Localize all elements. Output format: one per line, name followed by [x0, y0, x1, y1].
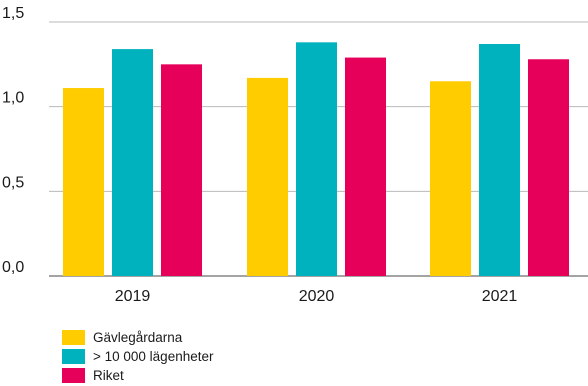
- y-tick-labels: 0,0 0,5 1,0 1,5: [2, 5, 24, 276]
- bar: [112, 49, 153, 276]
- y-tick-label: 1,0: [2, 90, 24, 107]
- legend-label: > 10 000 lägenheter: [93, 349, 214, 364]
- bar: [430, 81, 471, 277]
- bar: [161, 64, 202, 276]
- x-category-label: 2019: [115, 288, 151, 305]
- x-category-label: 2021: [482, 288, 518, 305]
- bar-series: [63, 42, 569, 277]
- legend-swatch: [62, 330, 85, 345]
- bar: [345, 57, 386, 277]
- bar: [63, 88, 104, 276]
- y-tick-label: 0,0: [2, 259, 24, 276]
- legend-swatch: [62, 368, 85, 383]
- x-category-labels: 2019 2020 2021: [115, 288, 518, 305]
- legend-label: Riket: [93, 368, 124, 383]
- y-tick-label: 1,5: [2, 5, 24, 22]
- legend-swatch: [62, 349, 85, 364]
- x-category-label: 2020: [299, 288, 335, 305]
- bar: [296, 42, 337, 276]
- legend-item: > 10 000 lägenheter: [62, 347, 213, 366]
- bar: [528, 59, 569, 277]
- bar: [479, 44, 520, 276]
- legend-label: Gävlegårdarna: [93, 330, 183, 345]
- legend-item: Riket: [62, 366, 213, 385]
- legend-item: Gävlegårdarna: [62, 328, 213, 347]
- bar: [247, 77, 288, 276]
- y-tick-label: 0,5: [2, 174, 24, 191]
- legend: Gävlegårdarna > 10 000 lägenheter Riket: [62, 328, 213, 385]
